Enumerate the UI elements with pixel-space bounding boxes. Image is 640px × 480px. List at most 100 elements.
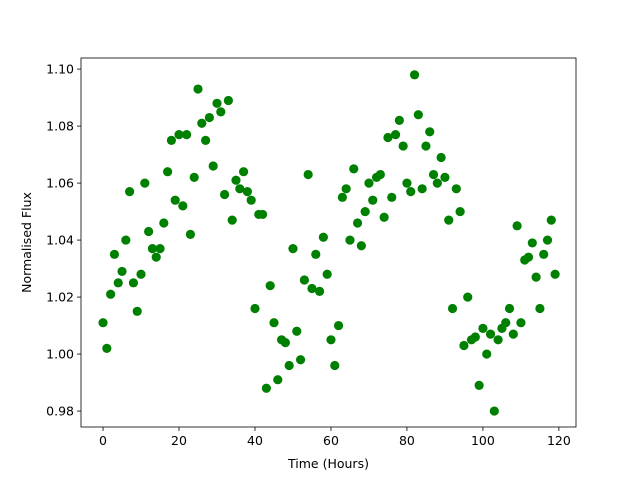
data-point (303, 169, 313, 180)
data-point (98, 318, 108, 328)
data-point (208, 161, 218, 171)
data-point (337, 192, 347, 202)
x-tick-label: 60 (323, 433, 339, 448)
data-point (219, 189, 230, 200)
data-point (542, 235, 553, 245)
y-axis: 0.98 1.00 1.02 1.04 1.06 1.08 1.10 (46, 62, 81, 419)
data-point (421, 141, 431, 151)
data-point (394, 115, 404, 126)
data-point (295, 355, 306, 365)
data-point (216, 107, 226, 117)
data-point (185, 229, 196, 239)
data-point (246, 195, 256, 205)
data-point (425, 127, 435, 137)
data-point (231, 175, 241, 185)
data-point (489, 406, 499, 416)
data-point (238, 167, 249, 177)
data-point (269, 318, 279, 328)
data-point (121, 235, 131, 245)
data-point (227, 215, 237, 225)
data-point (485, 329, 496, 339)
data-point (163, 167, 173, 177)
x-tick-label: 20 (171, 433, 187, 448)
data-point (501, 318, 511, 328)
data-point (493, 335, 503, 345)
data-point (447, 303, 458, 314)
data-point (508, 329, 518, 339)
data-point (322, 269, 332, 279)
data-point (360, 206, 370, 217)
data-point (147, 244, 158, 254)
data-point (482, 349, 492, 359)
y-tick-label: 1.00 (46, 347, 74, 362)
data-point (330, 360, 340, 371)
data-point (273, 375, 283, 385)
data-point (204, 112, 215, 123)
data-point (242, 187, 252, 197)
data-point (144, 226, 154, 237)
x-axis: 0 20 40 60 80 100 120 (99, 427, 571, 448)
x-tick-label: 0 (99, 433, 107, 448)
data-point (546, 215, 556, 225)
data-point (527, 238, 537, 248)
data-point (413, 110, 423, 120)
data-point (398, 141, 408, 151)
data-point (136, 269, 146, 279)
y-tick-label: 1.08 (46, 119, 74, 134)
data-point (178, 201, 188, 211)
x-tick-label: 120 (547, 433, 571, 448)
data-point (182, 130, 192, 140)
data-point (459, 340, 469, 351)
data-point (383, 132, 393, 143)
data-point (349, 164, 359, 174)
data-point (417, 184, 427, 194)
data-point (368, 195, 378, 205)
data-point (106, 289, 116, 299)
data-point (193, 84, 203, 94)
x-tick-label: 100 (471, 433, 495, 448)
data-point (470, 332, 480, 342)
data-point (390, 130, 401, 140)
data-point (140, 178, 150, 188)
y-tick-label: 1.04 (46, 233, 74, 248)
data-point (409, 70, 420, 80)
x-tick-label: 40 (247, 433, 263, 448)
data-point (455, 206, 465, 217)
data-point (257, 209, 268, 220)
data-point (341, 184, 351, 194)
x-tick-label: 80 (399, 433, 415, 448)
data-point (535, 303, 545, 314)
y-tick-label: 1.06 (46, 176, 74, 191)
data-point (474, 380, 484, 390)
data-point (128, 278, 139, 288)
data-point (379, 212, 389, 222)
data-point (170, 195, 180, 205)
data-point (375, 169, 385, 180)
data-point (550, 269, 560, 279)
data-point (432, 178, 442, 188)
data-point (201, 135, 211, 145)
data-point (523, 252, 534, 262)
data-point (235, 184, 245, 194)
data-point (436, 152, 446, 163)
y-axis-label: Normalised Flux (19, 192, 34, 293)
data-point (444, 215, 454, 225)
data-point (299, 275, 309, 285)
data-point (516, 318, 526, 328)
data-point (102, 343, 112, 353)
data-point (223, 95, 233, 106)
data-point (307, 283, 317, 294)
data-point (352, 218, 363, 228)
data-point (166, 135, 177, 145)
data-point (174, 130, 184, 140)
data-point (151, 252, 161, 262)
data-point (387, 192, 397, 202)
data-point (356, 241, 366, 251)
data-point (463, 292, 473, 302)
y-tick-label: 1.10 (46, 62, 74, 77)
data-point (292, 326, 302, 336)
data-point (326, 335, 336, 345)
data-point (113, 278, 123, 288)
data-point (250, 303, 260, 314)
